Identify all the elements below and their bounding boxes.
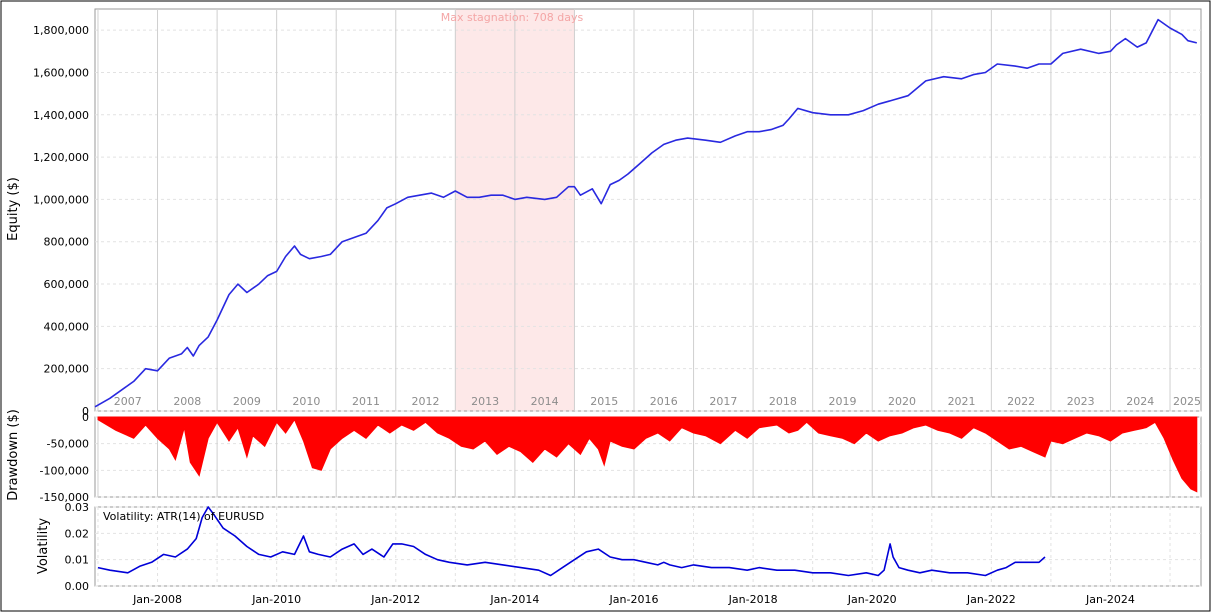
drawdown-area bbox=[97, 416, 1198, 493]
x-tick-label: Jan-2020 bbox=[847, 593, 897, 606]
year-label: 2015 bbox=[590, 395, 618, 408]
year-label: 2012 bbox=[412, 395, 440, 408]
year-label: 2016 bbox=[650, 395, 678, 408]
x-tick-label: Jan-2014 bbox=[489, 593, 539, 606]
y-tick-label: -100,000 bbox=[40, 464, 89, 477]
year-label: 2023 bbox=[1067, 395, 1095, 408]
x-tick-label: Jan-2008 bbox=[132, 593, 182, 606]
year-label: 2019 bbox=[828, 395, 856, 408]
y-tick-label: -150,000 bbox=[40, 491, 89, 504]
volatility-panel: 0.00 0.01 0.02 0.03 Jan-2008 Jan-2010 Jan-201… bbox=[36, 501, 1202, 606]
year-label: 2010 bbox=[292, 395, 320, 408]
drawdown-panel: 0 -50,000 -100,000 -150,000 Drawdown ($) bbox=[6, 409, 1202, 504]
drawdown-y-axis-label: Drawdown ($) bbox=[6, 409, 21, 501]
x-tick-label: Jan-2016 bbox=[609, 593, 659, 606]
y-tick-label: 0.00 bbox=[65, 580, 90, 593]
drawdown-y-ticks: 0 -50,000 -100,000 -150,000 bbox=[40, 411, 89, 504]
y-tick-label: 200,000 bbox=[44, 363, 90, 376]
y-tick-label: 800,000 bbox=[44, 236, 90, 249]
x-tick-label: Jan-2022 bbox=[966, 593, 1016, 606]
year-label: 2008 bbox=[173, 395, 201, 408]
year-label: 2009 bbox=[233, 395, 261, 408]
y-tick-label: 1,800,000 bbox=[33, 24, 89, 37]
y-tick-label: 0.03 bbox=[65, 501, 90, 514]
y-tick-label: 1,000,000 bbox=[33, 193, 89, 206]
volatility-line bbox=[97, 506, 1046, 577]
equity-y-axis-label: Equity ($) bbox=[6, 177, 21, 241]
x-tick-label: Jan-2010 bbox=[251, 593, 301, 606]
equity-line bbox=[94, 18, 1197, 408]
year-label: 2011 bbox=[352, 395, 380, 408]
volatility-x-ticks: Jan-2008 Jan-2010 Jan-2012 Jan-2014 Jan-2016… bbox=[132, 593, 1135, 606]
y-tick-label: 0 bbox=[82, 405, 89, 418]
year-label: 2013 bbox=[471, 395, 499, 408]
year-label: 2020 bbox=[888, 395, 916, 408]
year-label: 2014 bbox=[531, 395, 559, 408]
y-tick-label: 0 bbox=[82, 411, 89, 424]
y-tick-label: 1,400,000 bbox=[33, 109, 89, 122]
equity-panel: 0 200,000 400,000 600,000 800,000 1,000,000 1,… bbox=[6, 8, 1202, 418]
y-tick-label: -50,000 bbox=[47, 438, 89, 451]
equity-grid bbox=[94, 8, 1202, 412]
y-tick-label: 600,000 bbox=[44, 278, 90, 291]
y-tick-label: 0.02 bbox=[65, 527, 90, 540]
equity-series bbox=[94, 18, 1197, 408]
year-label: 2024 bbox=[1126, 395, 1154, 408]
volatility-grid bbox=[94, 506, 1202, 587]
drawdown-series bbox=[97, 416, 1198, 493]
equity-y-ticks: 0 200,000 400,000 600,000 800,000 1,000,000 1,… bbox=[33, 24, 89, 418]
volatility-y-axis-label: Volatility bbox=[36, 518, 51, 574]
y-tick-label: 0.01 bbox=[65, 554, 90, 567]
year-label: 2007 bbox=[114, 395, 142, 408]
year-label: 2025 bbox=[1173, 395, 1201, 408]
x-tick-label: Jan-2012 bbox=[370, 593, 420, 606]
year-label: 2017 bbox=[709, 395, 737, 408]
stagnation-annotation: Max stagnation: 708 days bbox=[441, 11, 584, 24]
year-label: 2022 bbox=[1007, 395, 1035, 408]
volatility-y-ticks: 0.00 0.01 0.02 0.03 bbox=[65, 501, 90, 593]
y-tick-label: 1,200,000 bbox=[33, 151, 89, 164]
equity-year-labels: 2007 2008 2009 2010 2011 2012 2013 2014 2015 2016… bbox=[114, 395, 1201, 408]
year-label: 2021 bbox=[948, 395, 976, 408]
y-tick-label: 400,000 bbox=[44, 320, 90, 333]
y-tick-label: 1,600,000 bbox=[33, 66, 89, 79]
volatility-legend: Volatility: ATR(14) of EURUSD bbox=[103, 510, 264, 523]
x-tick-label: Jan-2018 bbox=[728, 593, 778, 606]
volatility-series bbox=[97, 506, 1046, 577]
year-label: 2018 bbox=[769, 395, 797, 408]
x-tick-label: Jan-2024 bbox=[1085, 593, 1135, 606]
